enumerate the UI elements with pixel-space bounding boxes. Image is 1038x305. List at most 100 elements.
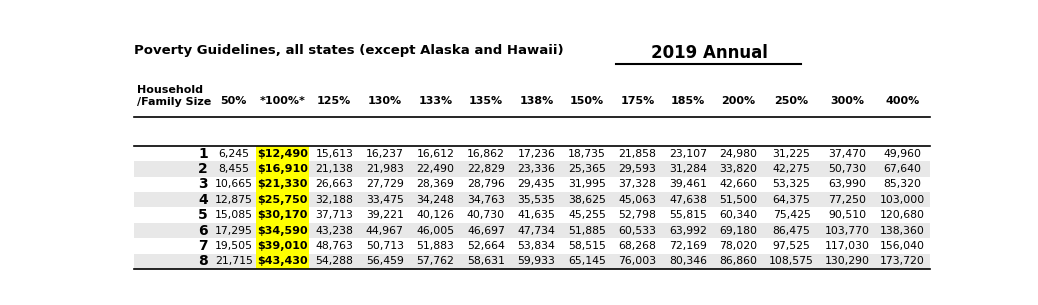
Text: 67,640: 67,640 — [883, 164, 922, 174]
Text: 135%: 135% — [469, 96, 503, 106]
Text: 2019 Annual: 2019 Annual — [651, 44, 767, 62]
Bar — [134, 223, 930, 238]
Text: 34,763: 34,763 — [467, 195, 504, 205]
Bar — [134, 177, 930, 192]
Text: 51,500: 51,500 — [719, 195, 758, 205]
Text: 31,995: 31,995 — [568, 179, 606, 189]
Text: 103,000: 103,000 — [880, 195, 925, 205]
Text: 17,236: 17,236 — [518, 149, 555, 159]
Bar — [256, 254, 309, 269]
Text: 3: 3 — [198, 177, 208, 191]
Text: 175%: 175% — [621, 96, 655, 106]
Text: 22,829: 22,829 — [467, 164, 504, 174]
Text: 59,933: 59,933 — [518, 257, 555, 266]
Bar — [256, 192, 309, 207]
Text: 55,815: 55,815 — [670, 210, 707, 220]
Text: 103,770: 103,770 — [824, 226, 870, 235]
Text: 54,288: 54,288 — [316, 257, 353, 266]
Text: 53,325: 53,325 — [772, 179, 811, 189]
Text: 39,461: 39,461 — [670, 179, 707, 189]
Text: 31,284: 31,284 — [670, 164, 707, 174]
Text: 26,663: 26,663 — [316, 179, 353, 189]
Text: 16,862: 16,862 — [467, 149, 504, 159]
Text: 33,820: 33,820 — [719, 164, 758, 174]
Text: 72,169: 72,169 — [670, 241, 707, 251]
Text: 16,237: 16,237 — [366, 149, 404, 159]
Text: $25,750: $25,750 — [257, 195, 307, 205]
Text: 76,003: 76,003 — [619, 257, 657, 266]
Text: 2: 2 — [198, 162, 208, 176]
Text: $39,010: $39,010 — [257, 241, 308, 251]
Text: 27,729: 27,729 — [366, 179, 404, 189]
Text: 50,713: 50,713 — [365, 241, 404, 251]
Text: 185%: 185% — [671, 96, 705, 106]
Text: 78,020: 78,020 — [719, 241, 758, 251]
Text: 29,435: 29,435 — [518, 179, 555, 189]
Text: $30,170: $30,170 — [257, 210, 307, 220]
Text: 173,720: 173,720 — [880, 257, 925, 266]
Text: 29,593: 29,593 — [619, 164, 656, 174]
Text: 50,730: 50,730 — [828, 164, 866, 174]
Text: 33,475: 33,475 — [366, 195, 404, 205]
Text: 156,040: 156,040 — [880, 241, 925, 251]
Text: 77,250: 77,250 — [828, 195, 866, 205]
Text: 47,638: 47,638 — [670, 195, 707, 205]
Text: 64,375: 64,375 — [772, 195, 811, 205]
Text: 48,763: 48,763 — [316, 241, 353, 251]
Text: 68,268: 68,268 — [619, 241, 656, 251]
Text: 15,085: 15,085 — [215, 210, 252, 220]
Text: 32,188: 32,188 — [316, 195, 353, 205]
Text: 8: 8 — [198, 254, 208, 268]
Text: 60,533: 60,533 — [619, 226, 657, 235]
Text: 125%: 125% — [318, 96, 352, 106]
Text: 6: 6 — [198, 224, 208, 238]
Bar — [134, 254, 930, 269]
Text: 300%: 300% — [830, 96, 864, 106]
Text: 63,992: 63,992 — [670, 226, 707, 235]
Text: 58,515: 58,515 — [568, 241, 606, 251]
Text: 25,365: 25,365 — [568, 164, 606, 174]
Text: 23,107: 23,107 — [670, 149, 707, 159]
Text: 39,221: 39,221 — [366, 210, 404, 220]
Text: 40,730: 40,730 — [467, 210, 504, 220]
Text: Household
/Family Size: Household /Family Size — [137, 85, 211, 107]
Text: 138,360: 138,360 — [880, 226, 925, 235]
Text: 28,796: 28,796 — [467, 179, 504, 189]
Text: 7: 7 — [198, 239, 208, 253]
Text: 31,225: 31,225 — [772, 149, 811, 159]
Text: 86,860: 86,860 — [719, 257, 758, 266]
Text: 65,145: 65,145 — [568, 257, 606, 266]
Text: 19,505: 19,505 — [215, 241, 252, 251]
Text: 21,858: 21,858 — [619, 149, 656, 159]
Text: 400%: 400% — [885, 96, 920, 106]
Text: 34,248: 34,248 — [416, 195, 455, 205]
Bar — [256, 177, 309, 192]
Bar — [134, 146, 930, 161]
Text: 46,005: 46,005 — [416, 226, 455, 235]
Text: 52,798: 52,798 — [619, 210, 656, 220]
Bar — [134, 161, 930, 177]
Text: 16,612: 16,612 — [416, 149, 455, 159]
Text: 75,425: 75,425 — [772, 210, 811, 220]
Text: 42,275: 42,275 — [772, 164, 811, 174]
Text: 60,340: 60,340 — [719, 210, 758, 220]
Text: 17,295: 17,295 — [215, 226, 252, 235]
Text: 108,575: 108,575 — [769, 257, 814, 266]
Text: 42,660: 42,660 — [719, 179, 758, 189]
Text: 38,625: 38,625 — [568, 195, 606, 205]
Text: 23,336: 23,336 — [518, 164, 555, 174]
Text: 21,715: 21,715 — [215, 257, 252, 266]
Text: 8,455: 8,455 — [218, 164, 249, 174]
Text: 5: 5 — [198, 208, 208, 222]
Text: 45,063: 45,063 — [619, 195, 657, 205]
Text: 133%: 133% — [418, 96, 453, 106]
Text: 86,475: 86,475 — [772, 226, 811, 235]
Bar — [256, 146, 309, 161]
Text: 21,983: 21,983 — [366, 164, 404, 174]
Text: 40,126: 40,126 — [416, 210, 455, 220]
Text: 37,470: 37,470 — [828, 149, 866, 159]
Text: 138%: 138% — [519, 96, 553, 106]
Text: 51,885: 51,885 — [568, 226, 606, 235]
Text: 85,320: 85,320 — [883, 179, 922, 189]
Text: 4: 4 — [198, 193, 208, 207]
